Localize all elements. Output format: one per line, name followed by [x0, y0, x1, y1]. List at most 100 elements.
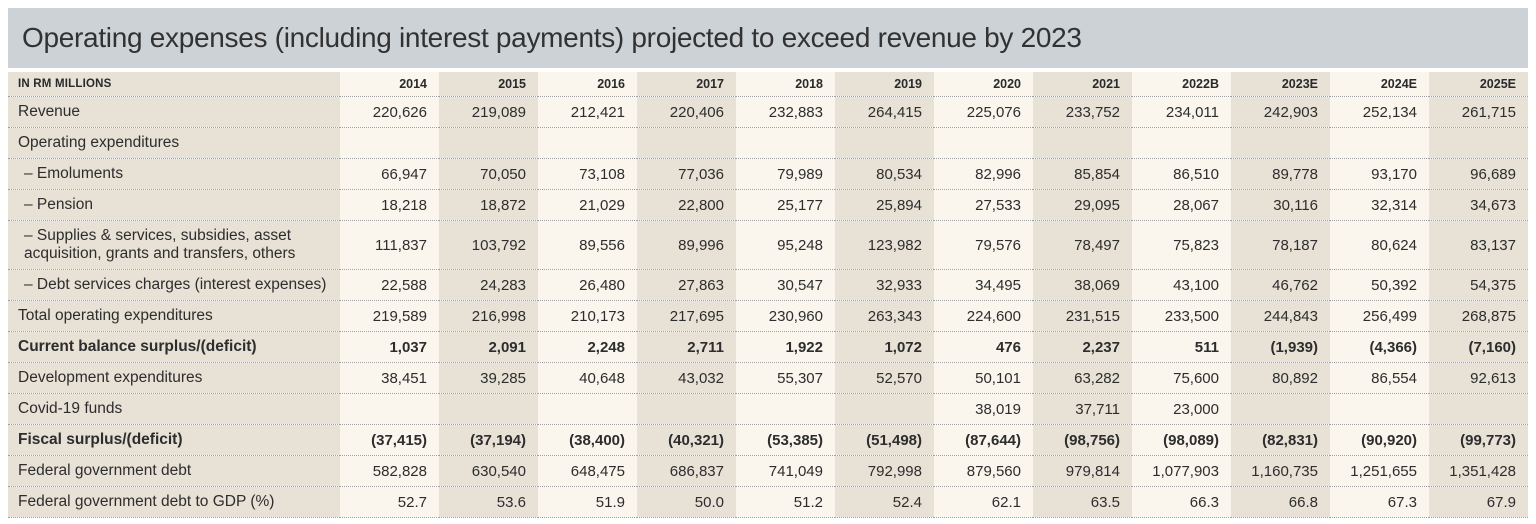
title-bar: Operating expenses (including interest p…: [8, 8, 1528, 68]
value-cell: 220,406: [637, 96, 736, 128]
row-label: Current balance surplus/(deficit): [8, 331, 340, 363]
value-cell: 80,624: [1330, 220, 1429, 270]
value-cell: 40,648: [538, 362, 637, 394]
value-cell: 73,108: [538, 158, 637, 190]
row-label: Operating expenditures: [8, 127, 340, 159]
value-cell: 979,814: [1033, 455, 1132, 487]
value-cell: 32,933: [835, 269, 934, 301]
value-cell: 26,480: [538, 269, 637, 301]
value-cell: 230,960: [736, 300, 835, 332]
value-cell: 43,100: [1132, 269, 1231, 301]
year-column-header: 2024E: [1330, 72, 1429, 97]
value-cell: [1033, 127, 1132, 159]
value-cell: [1132, 127, 1231, 159]
row-label: Federal government debt to GDP (%): [8, 486, 340, 518]
value-cell: 252,134: [1330, 96, 1429, 128]
value-cell: 66.3: [1132, 486, 1231, 518]
value-cell: (4,366): [1330, 331, 1429, 363]
year-column-header: 2020: [934, 72, 1033, 97]
value-cell: 50,392: [1330, 269, 1429, 301]
value-cell: 256,499: [1330, 300, 1429, 332]
year-column-header: 2022B: [1132, 72, 1231, 97]
value-cell: 792,998: [835, 455, 934, 487]
value-cell: (38,400): [538, 424, 637, 456]
value-cell: 77,036: [637, 158, 736, 190]
value-cell: 686,837: [637, 455, 736, 487]
value-cell: 37,711: [1033, 393, 1132, 425]
value-cell: 29,095: [1033, 189, 1132, 221]
value-cell: 233,500: [1132, 300, 1231, 332]
value-cell: 32,314: [1330, 189, 1429, 221]
value-cell: 66.8: [1231, 486, 1330, 518]
value-cell: [637, 127, 736, 159]
value-cell: 1,037: [340, 331, 439, 363]
value-cell: [1429, 393, 1528, 425]
value-cell: [637, 393, 736, 425]
value-cell: 225,076: [934, 96, 1033, 128]
value-cell: [538, 127, 637, 159]
value-cell: 30,547: [736, 269, 835, 301]
value-cell: 18,218: [340, 189, 439, 221]
value-cell: 264,415: [835, 96, 934, 128]
table-row: Current balance surplus/(deficit) 1,037 2,…: [8, 331, 1528, 363]
value-cell: 89,556: [538, 220, 637, 270]
value-cell: 476: [934, 331, 1033, 363]
row-label: Federal government debt: [8, 455, 340, 487]
table-row: Covid-19 funds 38,019 37,711 23,000: [8, 393, 1528, 425]
value-cell: [736, 393, 835, 425]
row-label: Fiscal surplus/(deficit): [8, 424, 340, 456]
value-cell: 22,588: [340, 269, 439, 301]
value-cell: 66,947: [340, 158, 439, 190]
year-column-header: 2016: [538, 72, 637, 97]
value-cell: 219,589: [340, 300, 439, 332]
value-cell: 67.9: [1429, 486, 1528, 518]
value-cell: 89,778: [1231, 158, 1330, 190]
value-cell: 244,843: [1231, 300, 1330, 332]
value-cell: 234,011: [1132, 96, 1231, 128]
value-cell: 217,695: [637, 300, 736, 332]
value-cell: 78,187: [1231, 220, 1330, 270]
value-cell: 27,533: [934, 189, 1033, 221]
value-cell: 28,067: [1132, 189, 1231, 221]
value-cell: (40,321): [637, 424, 736, 456]
value-cell: 123,982: [835, 220, 934, 270]
value-cell: 2,248: [538, 331, 637, 363]
value-cell: 2,237: [1033, 331, 1132, 363]
row-label: – Supplies & services, subsidies, asset …: [8, 220, 340, 270]
row-label: – Emoluments: [8, 158, 340, 190]
value-cell: 34,495: [934, 269, 1033, 301]
year-column-header: 2017: [637, 72, 736, 97]
table-row: – Emoluments 66,947 70,050 73,108 77,036 79,9…: [8, 158, 1528, 190]
value-cell: [1231, 393, 1330, 425]
value-cell: 224,600: [934, 300, 1033, 332]
table-row: Federal government debt to GDP (%) 52.7 53…: [8, 486, 1528, 518]
value-cell: (7,160): [1429, 331, 1528, 363]
value-cell: [538, 393, 637, 425]
value-cell: (90,920): [1330, 424, 1429, 456]
value-cell: 83,137: [1429, 220, 1528, 270]
value-cell: 1,922: [736, 331, 835, 363]
value-cell: 92,613: [1429, 362, 1528, 394]
value-cell: 741,049: [736, 455, 835, 487]
value-cell: 78,497: [1033, 220, 1132, 270]
fiscal-data-table: IN RM MILLIONS 2014 2015 2016 2017 2018 2019 20…: [8, 72, 1528, 518]
year-column-header: 2018: [736, 72, 835, 97]
value-cell: 51.2: [736, 486, 835, 518]
value-cell: 219,089: [439, 96, 538, 128]
value-cell: 67.3: [1330, 486, 1429, 518]
value-cell: 1,072: [835, 331, 934, 363]
value-cell: 46,762: [1231, 269, 1330, 301]
value-cell: 54,375: [1429, 269, 1528, 301]
value-cell: 27,863: [637, 269, 736, 301]
value-cell: (98,089): [1132, 424, 1231, 456]
value-cell: 268,875: [1429, 300, 1528, 332]
value-cell: 216,998: [439, 300, 538, 332]
value-cell: (53,385): [736, 424, 835, 456]
value-cell: 75,600: [1132, 362, 1231, 394]
table-header-row: IN RM MILLIONS 2014 2015 2016 2017 2018 2019 20…: [8, 72, 1528, 97]
value-cell: 232,883: [736, 96, 835, 128]
value-cell: (51,498): [835, 424, 934, 456]
value-cell: (99,773): [1429, 424, 1528, 456]
row-label: Development expenditures: [8, 362, 340, 394]
unit-label: IN RM MILLIONS: [8, 72, 340, 97]
